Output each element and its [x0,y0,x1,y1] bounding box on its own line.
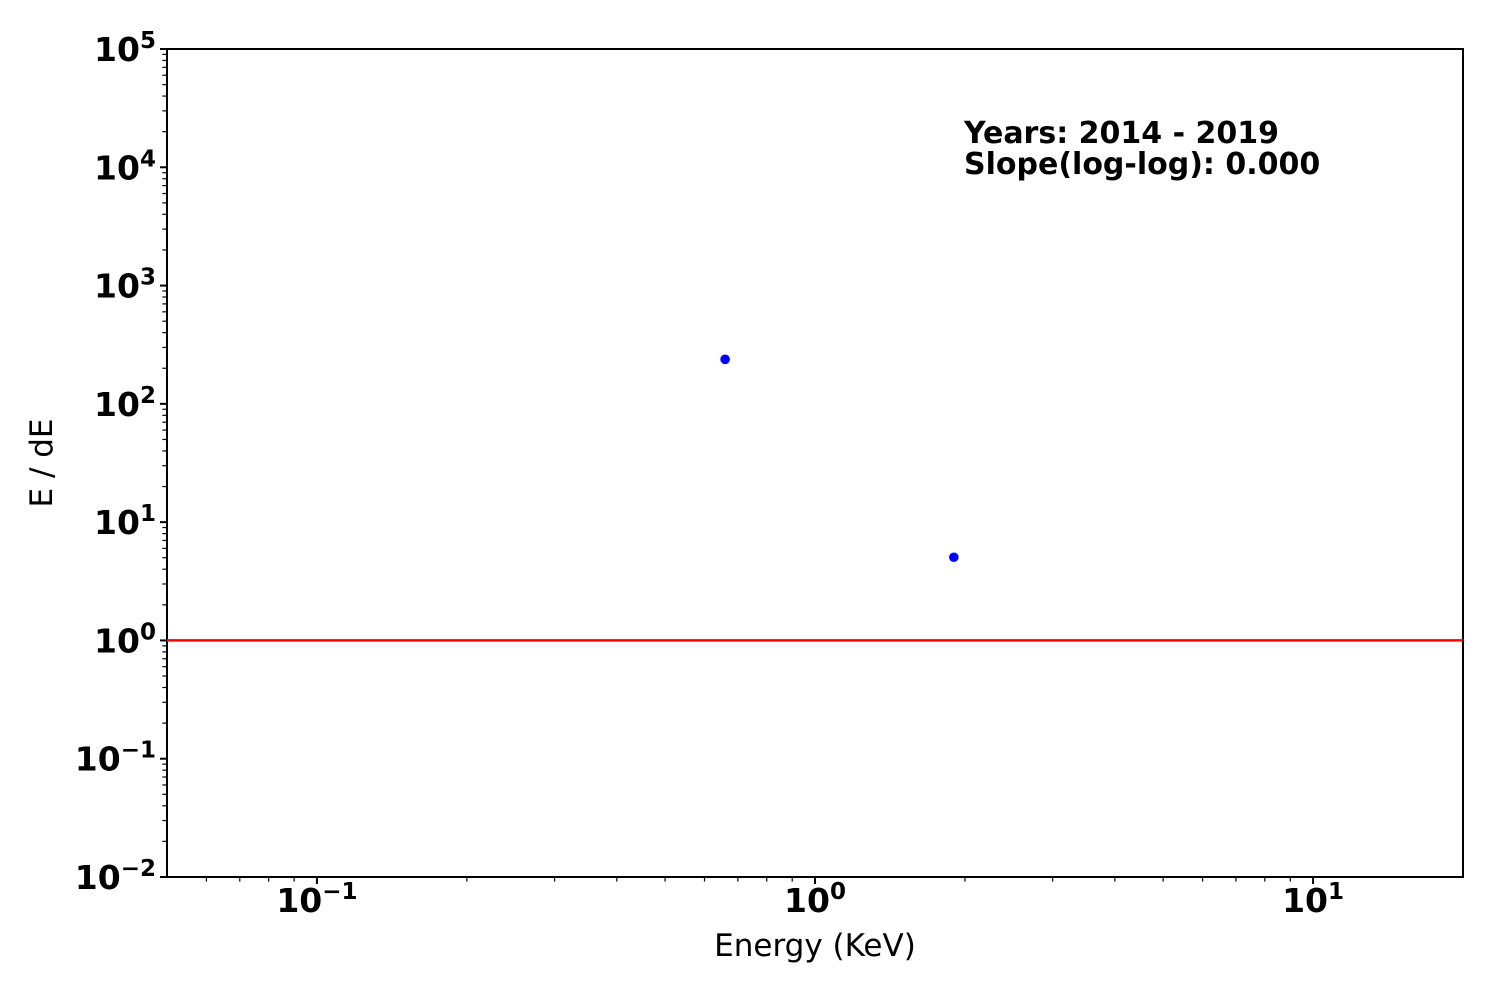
axis-ticks: 10−1 100 101 10−2 10−1 100 101 102 103 104 105 [75,28,1344,920]
x-tick-label: 101 [1282,879,1344,920]
y-tick-label: 103 [94,265,156,306]
y-tick-label: 105 [94,28,156,69]
y-tick-label: 10−2 [75,856,156,897]
y-tick-label: 104 [94,146,156,187]
y-tick-label: 100 [94,619,156,660]
y-tick-label: 102 [94,383,156,424]
annotation-slope: Slope(log-log): 0.000 [964,147,1320,182]
annotation-years: Years: 2014 - 2019 [963,116,1279,151]
x-tick-label: 100 [784,879,846,920]
plot-area [166,48,1464,878]
data-point [949,552,959,563]
data-point [720,354,730,365]
y-tick-label: 10−1 [75,738,156,779]
y-axis-label: E / dE [24,418,60,507]
x-axis-label: Energy (KeV) [714,928,916,964]
axis-spines [166,48,1464,878]
x-tick-label: 10−1 [276,879,357,920]
y-tick-label: 101 [94,501,156,542]
